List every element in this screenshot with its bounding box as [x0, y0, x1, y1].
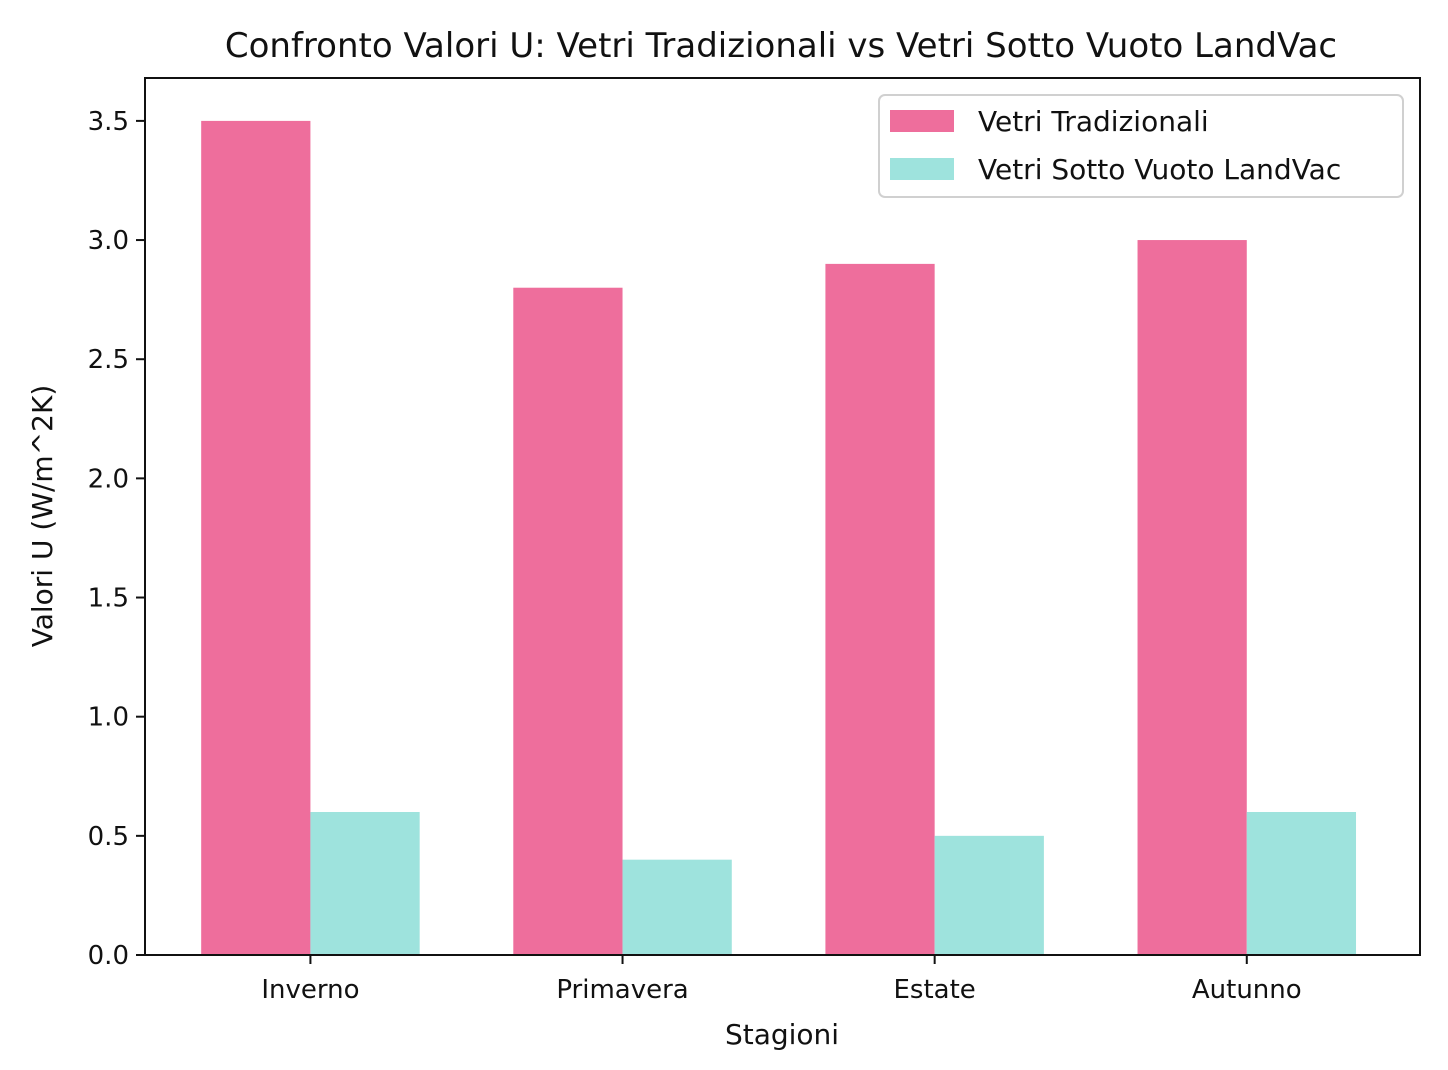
legend: Vetri Tradizionali Vetri Sotto Vuoto Land… — [878, 94, 1404, 198]
legend-swatch — [890, 158, 954, 180]
y-tick-label: 2.5 — [88, 345, 129, 375]
chart-title: Confronto Valori U: Vetri Tradizionali v… — [225, 26, 1337, 66]
y-tick-label: 3.0 — [88, 226, 129, 256]
legend-label: Vetri Tradizionali — [978, 105, 1209, 138]
y-tick-label: 0.5 — [88, 822, 129, 852]
bar-landvac-primavera — [622, 859, 732, 955]
bar-tradizionali-estate — [825, 263, 935, 955]
y-tick-label: 1.5 — [88, 584, 129, 614]
bar-tradizionali-inverno — [201, 120, 311, 956]
legend-box — [878, 94, 1404, 198]
y-tick-label: 0.0 — [88, 941, 129, 971]
y-axis: 0.0 0.5 1.0 1.5 2.0 2.5 3.0 3.5 — [88, 107, 145, 971]
x-tick-label: Estate — [894, 975, 976, 1005]
y-tick-label: 1.0 — [88, 703, 129, 733]
y-tick-label: 3.5 — [88, 107, 129, 137]
y-tick-label: 2.0 — [88, 464, 129, 494]
x-axis-label: Stagioni — [725, 1018, 839, 1051]
legend-label: Vetri Sotto Vuoto LandVac — [978, 153, 1341, 186]
bar-tradizionali-autunno — [1137, 240, 1247, 956]
bars-layer — [201, 120, 1357, 956]
plot-area-frame — [144, 77, 1421, 956]
x-tick-label: Inverno — [261, 975, 359, 1005]
x-tick-label: Primavera — [556, 975, 688, 1005]
y-axis-label: Valori U (W/m^2K) — [26, 385, 59, 648]
bar-landvac-inverno — [310, 812, 420, 955]
bar-tradizionali-primavera — [513, 287, 623, 955]
legend-swatch — [890, 110, 954, 132]
x-axis: Inverno Primavera Estate Autunno — [261, 955, 1302, 1005]
bar-landvac-estate — [934, 835, 1044, 955]
bar-landvac-autunno — [1246, 812, 1357, 955]
x-tick-label: Autunno — [1192, 975, 1302, 1005]
